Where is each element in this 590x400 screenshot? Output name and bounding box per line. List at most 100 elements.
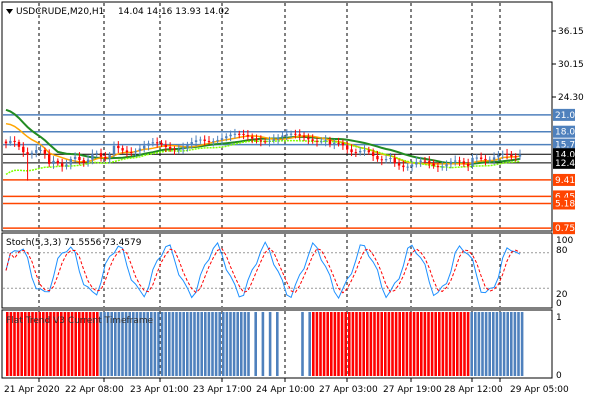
trend-bar bbox=[38, 312, 41, 376]
trend-bar bbox=[16, 312, 20, 376]
candle-body bbox=[479, 157, 483, 159]
trend-bar bbox=[85, 312, 88, 376]
candle-body bbox=[73, 156, 77, 159]
candle-body bbox=[510, 154, 513, 157]
trend-bar bbox=[168, 312, 171, 376]
candle-body bbox=[155, 142, 159, 144]
trend-bar bbox=[463, 312, 466, 376]
candle-body bbox=[389, 157, 392, 160]
price-level-value: 15.75 bbox=[555, 141, 581, 151]
stoch-tick: 80 bbox=[556, 246, 568, 256]
trend-bar bbox=[301, 312, 304, 376]
price-tick: 24.30 bbox=[558, 93, 584, 103]
trend-bar bbox=[409, 312, 412, 376]
trend-bar bbox=[63, 312, 67, 376]
symbol-label: USDCRUDE,M20,H1 bbox=[16, 7, 104, 17]
stoch-signal-line bbox=[5, 247, 521, 294]
candle-body bbox=[52, 160, 55, 164]
dropdown-triangle-icon[interactable] bbox=[6, 9, 13, 14]
trend-bar bbox=[225, 312, 229, 376]
trend-bar bbox=[146, 312, 149, 376]
trend-bar bbox=[236, 312, 239, 376]
ohlc-label: 14.04 14.16 13.93 14.02 bbox=[118, 7, 230, 17]
trend-bar bbox=[373, 312, 376, 376]
trend-bar bbox=[337, 312, 340, 376]
candle-body bbox=[225, 136, 228, 139]
candle-body bbox=[294, 133, 297, 135]
candle-body bbox=[65, 164, 68, 167]
candle-body bbox=[285, 134, 288, 136]
trend-bar bbox=[254, 312, 257, 376]
trend-bar bbox=[222, 312, 225, 376]
candle-body bbox=[91, 154, 94, 160]
candle-body bbox=[333, 142, 336, 145]
stoch-axis: 100 80 20 0 bbox=[556, 236, 573, 309]
trend-bar bbox=[42, 312, 45, 376]
candle-body bbox=[190, 142, 193, 145]
candle-body bbox=[177, 149, 180, 151]
candle-body bbox=[168, 147, 172, 150]
trend-bar bbox=[492, 312, 495, 376]
trend-bar bbox=[74, 312, 77, 376]
trend-bar bbox=[456, 312, 459, 376]
time-label: 24 Apr 10:00 bbox=[256, 385, 315, 395]
trend-bar bbox=[247, 312, 250, 376]
candle-body bbox=[9, 140, 12, 144]
trend-bar bbox=[430, 312, 434, 376]
price-level-tag bbox=[553, 108, 575, 121]
candle-body bbox=[259, 140, 263, 142]
time-label: 22 Apr 08:00 bbox=[65, 385, 124, 395]
trend-bar bbox=[459, 312, 463, 376]
time-label: 27 Apr 19:00 bbox=[383, 385, 442, 395]
candle-body bbox=[320, 141, 323, 143]
trend-bar bbox=[193, 312, 196, 376]
trend-bar bbox=[402, 312, 405, 376]
candle-body bbox=[130, 152, 133, 154]
trend-bar bbox=[110, 312, 113, 376]
candle-body bbox=[428, 161, 431, 164]
stoch-tick: 20 bbox=[556, 290, 568, 300]
trend-bar bbox=[186, 312, 189, 376]
trend-bar bbox=[96, 312, 99, 376]
candle-body bbox=[298, 134, 301, 136]
trend-bar bbox=[27, 312, 31, 376]
trend-bar bbox=[31, 312, 34, 376]
trend-bar bbox=[319, 312, 322, 376]
candle-body bbox=[445, 164, 448, 167]
price-level-value: 18.07 bbox=[555, 128, 581, 138]
trend-bar bbox=[506, 312, 509, 376]
candle-body bbox=[415, 161, 418, 165]
candle-body bbox=[272, 139, 275, 141]
trend-bar bbox=[330, 312, 333, 376]
trend-bar bbox=[513, 312, 517, 376]
candle-body bbox=[251, 136, 254, 139]
candle-body bbox=[69, 158, 72, 165]
price-level-value: 5.18 bbox=[555, 199, 575, 209]
trend-bar bbox=[366, 312, 369, 376]
candle-body bbox=[289, 133, 293, 135]
candle-body bbox=[134, 151, 137, 153]
candle-body bbox=[199, 139, 202, 141]
trend-bar bbox=[45, 312, 49, 376]
stoch-tick: 0 bbox=[556, 299, 562, 309]
trend-bar bbox=[315, 312, 319, 376]
candle-body bbox=[78, 156, 81, 161]
trend-bar bbox=[218, 312, 221, 376]
trend-bar bbox=[207, 312, 211, 376]
trend-bar bbox=[387, 312, 391, 376]
trend-bar bbox=[153, 312, 157, 376]
trend-bar bbox=[56, 312, 59, 376]
candle-body bbox=[341, 142, 345, 146]
candle-body bbox=[514, 156, 517, 158]
candle-body bbox=[380, 159, 383, 161]
trend-bar bbox=[276, 312, 279, 376]
price-tick: 36.15 bbox=[558, 27, 584, 37]
trend-bar bbox=[502, 312, 506, 376]
candle-body bbox=[501, 153, 504, 155]
candle-body bbox=[35, 150, 38, 153]
candle-body bbox=[432, 163, 435, 166]
price-level-value: 21.09 bbox=[555, 111, 581, 121]
trend-bar bbox=[474, 312, 477, 376]
time-label: 23 Apr 01:00 bbox=[130, 385, 189, 395]
